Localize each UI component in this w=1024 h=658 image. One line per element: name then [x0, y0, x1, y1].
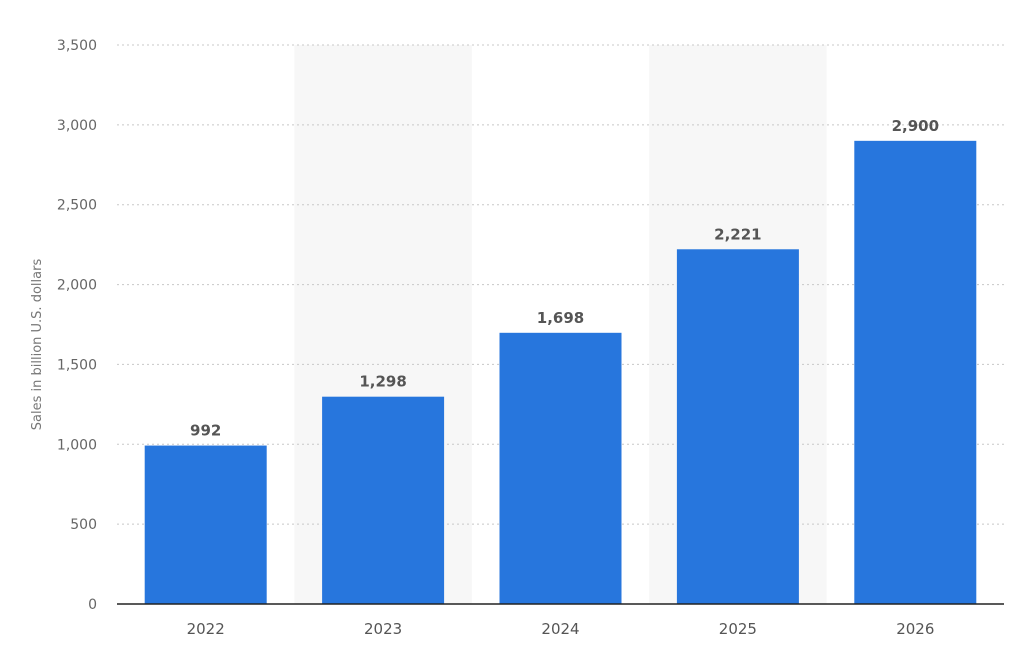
bar-2024[interactable]: [499, 332, 622, 604]
x-tick-label-2025: 2025: [719, 620, 757, 638]
data-label-2025: 2,221: [714, 225, 761, 243]
x-tick-label-2023: 2023: [364, 620, 402, 638]
x-tick-label-2022: 2022: [187, 620, 225, 638]
data-label-2026: 2,900: [892, 117, 939, 135]
data-label-2022: 992: [190, 422, 221, 440]
y-axis-title: Sales in billion U.S. dollars: [30, 259, 45, 431]
x-tick-label-2024: 2024: [541, 620, 579, 638]
y-tick-label: 1,000: [57, 437, 97, 453]
x-axis-ticks: 2022 2023 2024 2025 2026: [187, 620, 935, 638]
y-tick-label: 3,500: [57, 38, 97, 54]
x-tick-label-2026: 2026: [896, 620, 934, 638]
bar-2022[interactable]: [144, 445, 267, 604]
y-tick-label: 0: [88, 597, 97, 613]
y-tick-label: 2,000: [57, 278, 97, 294]
y-tick-label: 500: [70, 517, 97, 533]
data-labels: 992 1,298 1,698 2,221 2,900: [190, 117, 939, 440]
bars: [144, 140, 977, 605]
y-tick-label: 1,500: [57, 357, 97, 373]
data-label-2024: 1,698: [537, 309, 584, 327]
y-tick-label: 2,500: [57, 198, 97, 214]
bar-2023[interactable]: [322, 396, 445, 604]
y-tick-label: 3,000: [57, 118, 97, 134]
bar-2026[interactable]: [854, 140, 977, 605]
y-axis-ticks: 0 500 1,000 1,500 2,000 2,500 3,000 3,500: [57, 38, 97, 613]
bar-2025[interactable]: [676, 249, 799, 604]
data-label-2023: 1,298: [359, 373, 406, 391]
